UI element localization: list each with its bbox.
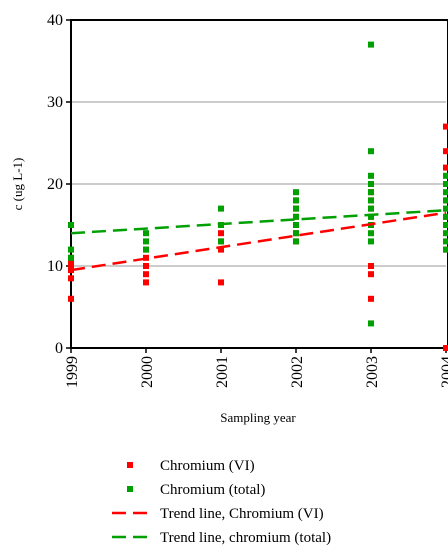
x-tick-label: 2001	[214, 356, 231, 388]
x-tick-label: 2004	[439, 356, 448, 388]
point	[443, 246, 448, 253]
point	[293, 189, 299, 196]
point	[443, 197, 448, 204]
y-axis-label: c (ug L-1)	[10, 158, 25, 211]
legend-swatch	[127, 486, 133, 492]
point	[443, 345, 448, 351]
point	[443, 172, 448, 179]
point	[218, 238, 224, 245]
point	[293, 213, 299, 220]
plot-frame	[70, 19, 448, 349]
point	[218, 246, 224, 253]
y-tick-label: 0	[55, 340, 63, 357]
point	[143, 238, 149, 245]
point	[143, 246, 149, 253]
point	[68, 263, 74, 269]
point	[443, 222, 448, 228]
point	[443, 238, 448, 245]
x-tick-label: 2000	[139, 356, 156, 388]
legend-swatch	[127, 462, 133, 468]
y-tick-label: 20	[47, 176, 63, 193]
x-tick-label: 2002	[289, 356, 306, 388]
point	[293, 230, 299, 237]
point	[218, 279, 224, 286]
point	[293, 197, 299, 204]
point	[443, 164, 448, 171]
point	[68, 295, 74, 302]
point	[368, 181, 374, 187]
point	[143, 279, 149, 286]
point	[368, 238, 374, 245]
point	[68, 275, 74, 282]
y-tick-label: 30	[47, 94, 63, 111]
legend-label: Trend line, chromium (total)	[160, 530, 331, 546]
point	[68, 254, 74, 261]
point	[293, 222, 299, 228]
point	[368, 205, 374, 212]
x-axis-label: Sampling year	[220, 410, 296, 425]
y-tick-label: 40	[47, 12, 63, 29]
point	[368, 189, 374, 196]
point	[293, 238, 299, 245]
trend-line	[70, 211, 447, 272]
point	[443, 148, 448, 155]
point	[368, 263, 374, 269]
point	[368, 197, 374, 204]
point	[143, 271, 149, 278]
point	[368, 230, 374, 237]
point	[293, 205, 299, 212]
point	[443, 123, 448, 130]
point	[443, 181, 448, 187]
point	[443, 213, 448, 220]
point	[368, 320, 374, 327]
point	[443, 205, 448, 212]
point	[368, 41, 374, 48]
point	[143, 230, 149, 237]
point	[143, 263, 149, 269]
point	[218, 205, 224, 212]
point	[368, 172, 374, 179]
legend-label: Chromium (VI)	[160, 458, 255, 474]
point	[68, 258, 74, 265]
legend-label: Chromium (total)	[160, 482, 265, 498]
x-tick-label: 1999	[64, 356, 81, 388]
point	[443, 230, 448, 237]
point	[368, 271, 374, 278]
point	[68, 246, 74, 253]
y-tick-label: 10	[47, 258, 63, 275]
point	[218, 230, 224, 237]
point	[368, 213, 374, 220]
point	[443, 189, 448, 196]
point	[68, 222, 74, 228]
point	[368, 148, 374, 155]
x-tick-label: 2003	[364, 356, 381, 388]
legend-label: Trend line, Chromium (VI)	[160, 506, 324, 522]
point	[368, 295, 374, 302]
